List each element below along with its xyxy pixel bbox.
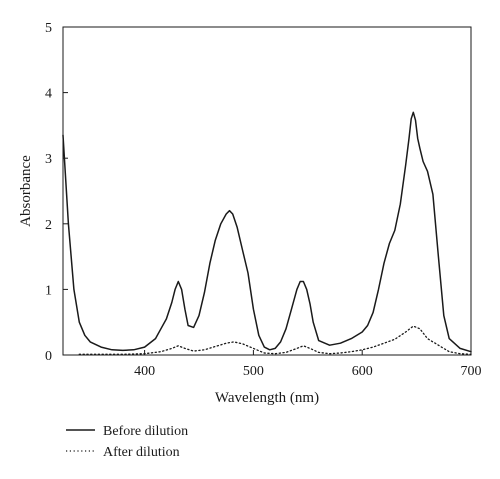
y-tick-label: 2 [45,218,52,233]
legend-label-before-dilution: Before dilution [103,424,188,439]
x-tick-label: 700 [461,364,482,379]
series-line-before-dilution [62,111,472,353]
legend-label-after-dilution: After dilution [103,445,180,460]
series-layer [62,111,472,355]
legend: Before dilution After dilution [66,424,188,460]
plot-frame [62,26,472,356]
y-tick-label: 0 [45,349,52,364]
x-tick-label: 500 [243,364,264,379]
y-tick-label: 4 [45,87,52,102]
y-axis-title: Absorbance [18,155,34,227]
x-axis-title: Wavelength (nm) [215,390,319,406]
series-line-after-dilution [78,325,472,355]
y-tick-label: 3 [45,152,52,167]
x-tick-label: 600 [352,364,373,379]
y-tick-label: 1 [45,283,52,298]
ticks-layer: 400 500 600 700 0 1 2 3 4 5 [45,21,482,379]
y-tick-label: 5 [45,21,52,36]
x-tick-label: 400 [134,364,155,379]
